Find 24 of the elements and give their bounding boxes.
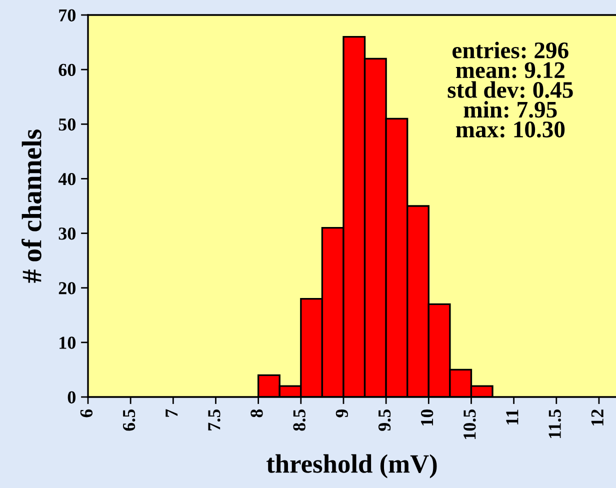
- x-tick-label: 9: [336, 409, 348, 418]
- x-axis-title: threshold (mV): [266, 454, 437, 478]
- y-tick-label: 0: [68, 391, 76, 404]
- x-tick-label: 6: [80, 409, 93, 418]
- y-tick-label: 40: [58, 172, 76, 186]
- y-tick-label: 50: [58, 118, 76, 131]
- x-tick-label: 11.5: [548, 409, 561, 438]
- x-tick-label: 11: [506, 410, 518, 424]
- annotation: entries: 296 mean: 9.12 std dev: 0.45 min: 7.95 max: 10.30: [448, 42, 573, 138]
- y-axis-title: # of channels: [22, 130, 42, 283]
- y-tick-label: 60: [58, 64, 76, 76]
- x-tick-label: 7: [166, 409, 178, 417]
- y-tick-label: 10: [60, 336, 76, 349]
- x-tick-label: 8.5: [293, 409, 306, 431]
- x-tick-label: 6.5: [122, 409, 136, 431]
- y-tick-label: 70: [59, 9, 76, 22]
- y-tick-label: 20: [58, 282, 76, 294]
- x-tick-label: 9.5: [378, 409, 391, 431]
- y-tick-label: 30: [58, 228, 76, 240]
- x-tick-label: 8: [250, 409, 263, 418]
- x-tick-label: 10: [420, 409, 434, 426]
- x-tick-label: 10.5: [464, 409, 476, 439]
- x-tick-label: 12: [591, 410, 604, 426]
- x-tick-label: 7.5: [208, 409, 220, 430]
